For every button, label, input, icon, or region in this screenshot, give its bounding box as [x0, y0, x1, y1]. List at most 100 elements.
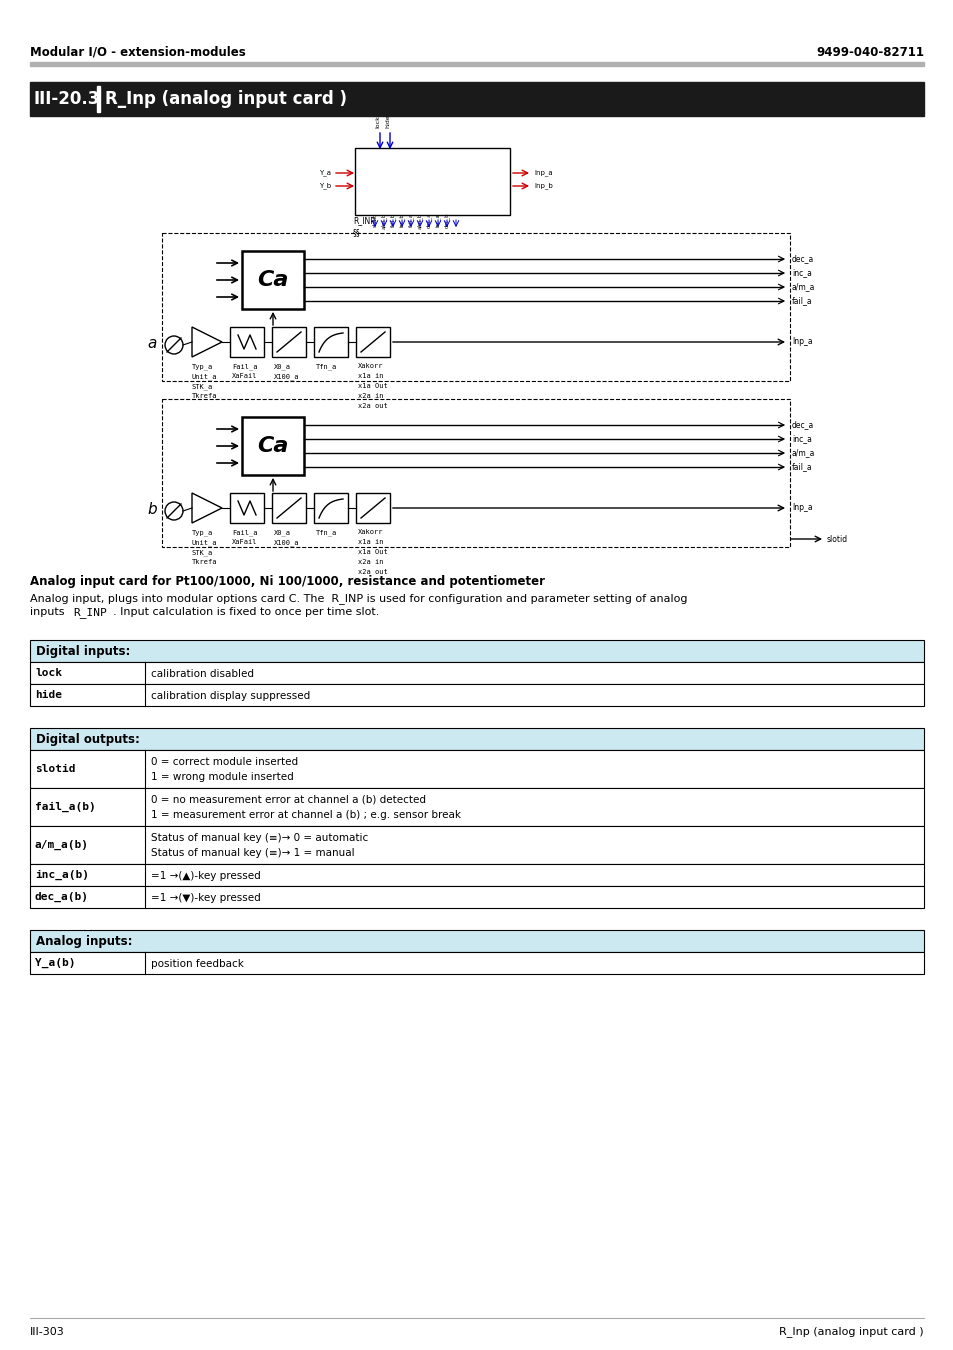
Text: Digital outputs:: Digital outputs:	[36, 733, 140, 745]
Text: 9499-040-82711: 9499-040-82711	[815, 46, 923, 58]
Text: hide: hide	[35, 690, 62, 701]
Text: . Input calculation is fixed to once per time slot.: . Input calculation is fixed to once per…	[112, 608, 379, 617]
Bar	[162, 400, 789, 547]
Bar	[30, 728, 923, 751]
Text: Digital inputs:: Digital inputs:	[36, 644, 131, 657]
Text: a/m_b: a/m_b	[381, 213, 386, 230]
Text: Analog inputs:: Analog inputs:	[36, 934, 132, 948]
Text: 0 = correct module inserted: 0 = correct module inserted	[151, 757, 297, 767]
Bar	[30, 864, 923, 886]
Text: Tfn_a: Tfn_a	[315, 363, 337, 370]
Text: Y_a(b): Y_a(b)	[35, 958, 75, 968]
Text: Status of manual key (≡)→ 1 = manual: Status of manual key (≡)→ 1 = manual	[151, 848, 355, 859]
Bar	[30, 952, 923, 973]
Text: Unit_a: Unit_a	[192, 373, 217, 379]
Text: Ca: Ca	[257, 270, 289, 290]
Text: §§: §§	[353, 228, 360, 238]
Text: Modular I/O - extension-modules: Modular I/O - extension-modules	[30, 46, 246, 58]
Text: inc_b: inc_b	[398, 213, 404, 227]
Bar	[30, 788, 923, 826]
Text: Analog input card for Pt100/1000, Ni 100/1000, resistance and potentiometer: Analog input card for Pt100/1000, Ni 100…	[30, 575, 544, 589]
Text: slotid: slotid	[35, 764, 75, 774]
Text: R_INP: R_INP	[73, 608, 107, 618]
Bar	[355, 327, 390, 356]
Text: slotid: slotid	[372, 213, 377, 227]
Text: Tkrefa: Tkrefa	[192, 559, 217, 566]
Text: x2a out: x2a out	[357, 404, 387, 409]
Text: R_Inp (analog input card ): R_Inp (analog input card )	[779, 1327, 923, 1338]
Text: R_INP: R_INP	[353, 216, 375, 225]
Text: Typ_a: Typ_a	[192, 529, 213, 536]
Bar	[314, 327, 348, 356]
Text: fail_a: fail_a	[791, 463, 812, 471]
Text: 0 = no measurement error at channel a (b) detected: 0 = no measurement error at channel a (b…	[151, 795, 426, 805]
Text: Fail_a: Fail_a	[232, 363, 257, 370]
Bar	[97, 86, 100, 112]
Bar	[242, 251, 304, 309]
Text: x1a in: x1a in	[357, 539, 383, 545]
Text: hide: hide	[385, 115, 390, 128]
Text: position feedback: position feedback	[151, 958, 244, 969]
Text: x1a Out: x1a Out	[357, 549, 387, 555]
Text: Fail_a: Fail_a	[232, 529, 257, 536]
Text: lock: lock	[35, 668, 62, 678]
Text: dec_a: dec_a	[791, 420, 814, 429]
Text: X100_a: X100_a	[274, 539, 299, 545]
Text: Unit_a: Unit_a	[192, 539, 217, 545]
Text: inc_a: inc_a	[791, 269, 811, 278]
Bar	[30, 930, 923, 952]
Bar	[30, 886, 923, 909]
Bar	[272, 327, 306, 356]
Text: x1a Out: x1a Out	[357, 383, 387, 389]
Text: slotid: slotid	[826, 535, 847, 544]
Text: inc_a: inc_a	[435, 213, 440, 227]
Text: calibration display suppressed: calibration display suppressed	[151, 691, 310, 701]
Text: dec_a: dec_a	[426, 213, 432, 228]
Bar	[242, 417, 304, 475]
Text: STK_a: STK_a	[192, 549, 213, 556]
Text: a: a	[147, 336, 156, 351]
Bar	[30, 662, 923, 684]
Text: fail_a(b): fail_a(b)	[35, 802, 95, 813]
Text: =1 →(▼)-key pressed: =1 →(▼)-key pressed	[151, 892, 260, 903]
Text: Ca: Ca	[257, 436, 289, 456]
Text: Inp_a: Inp_a	[534, 170, 552, 177]
Bar	[30, 82, 923, 116]
Bar	[230, 327, 264, 356]
Bar	[30, 640, 923, 662]
Text: dec_a(b): dec_a(b)	[35, 892, 89, 902]
Bar	[30, 684, 923, 706]
Bar	[30, 62, 923, 66]
Text: X100_a: X100_a	[274, 373, 299, 379]
Text: inc_a(b): inc_a(b)	[35, 869, 89, 880]
Bar	[272, 493, 306, 522]
Text: X0_a: X0_a	[274, 363, 291, 370]
Text: Y_a: Y_a	[318, 170, 331, 177]
Text: a/m_a(b): a/m_a(b)	[35, 840, 89, 850]
Text: Xakorr: Xakorr	[357, 363, 383, 369]
Text: X0_a: X0_a	[274, 529, 291, 536]
Text: 1 = measurement error at channel a (b) ; e.g. sensor break: 1 = measurement error at channel a (b) ;…	[151, 810, 460, 819]
Text: Inp_b: Inp_b	[534, 182, 552, 189]
Text: Typ_a: Typ_a	[192, 363, 213, 370]
Text: x2a in: x2a in	[357, 559, 383, 566]
Text: Status of manual key (≡)→ 0 = automatic: Status of manual key (≡)→ 0 = automatic	[151, 833, 368, 842]
Text: Analog input, plugs into modular options card C. The  R_INP is used for configur: Analog input, plugs into modular options…	[30, 593, 687, 603]
Text: fail_a: fail_a	[791, 297, 812, 305]
Text: Xakorr: Xakorr	[357, 529, 383, 535]
Text: b: b	[147, 501, 156, 517]
Text: XaFail: XaFail	[232, 373, 257, 379]
Bar	[355, 493, 390, 522]
Text: inputs: inputs	[30, 608, 68, 617]
Text: Tkrefa: Tkrefa	[192, 393, 217, 400]
Text: fail_b: fail_b	[390, 213, 395, 227]
Text: a/m_b: a/m_b	[416, 213, 422, 230]
Text: x2a in: x2a in	[357, 393, 383, 400]
Text: Tfn_a: Tfn_a	[315, 529, 337, 536]
Text: x1a in: x1a in	[357, 373, 383, 379]
Text: Inp_a: Inp_a	[791, 338, 812, 347]
Text: STK_a: STK_a	[192, 383, 213, 390]
Text: Inp_a: Inp_a	[791, 504, 812, 513]
Text: =1 →(▲)-key pressed: =1 →(▲)-key pressed	[151, 871, 260, 882]
Text: a/m_a: a/m_a	[791, 282, 815, 292]
